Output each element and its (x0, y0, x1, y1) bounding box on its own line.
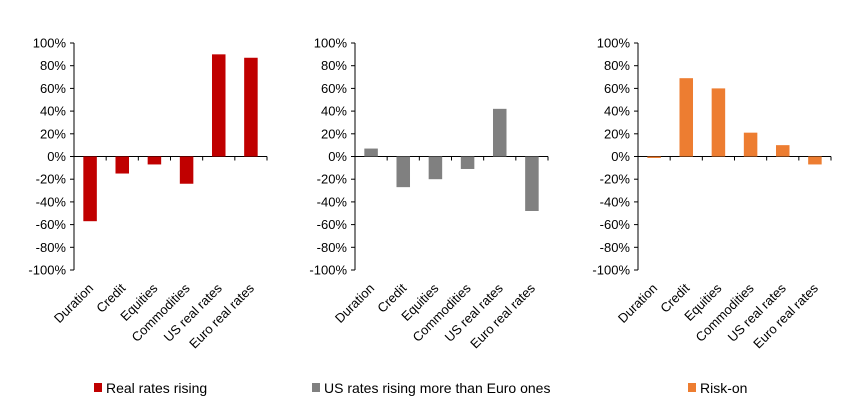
y-tick-label: 0% (328, 149, 347, 164)
y-tick-label: -40% (317, 194, 348, 209)
legend-swatch (94, 383, 102, 392)
bar (775, 145, 790, 157)
bar (83, 156, 97, 222)
bar (179, 156, 194, 184)
y-tick-label: -60% (600, 217, 631, 232)
y-tick-label: -20% (317, 172, 348, 187)
bar (743, 132, 758, 157)
y-tick-label: 20% (604, 126, 630, 141)
y-tick-label: -20% (36, 172, 67, 187)
y-tick-label: -80% (600, 240, 631, 255)
bar (492, 108, 507, 157)
y-tick-label: -60% (317, 217, 348, 232)
y-tick-label: -60% (36, 217, 67, 232)
x-category-label: Duration (332, 281, 377, 326)
bar (428, 156, 443, 180)
y-tick-label: 100% (597, 36, 631, 51)
y-tick-label: -100% (592, 263, 630, 278)
chart-panel-risk-on: 100% 80% 60% 40% 20% 0% -20% -40% -60% -80% -100% D… (592, 36, 832, 351)
y-tick-label: 100% (33, 36, 67, 51)
legend-swatch (312, 383, 320, 392)
y-tick-label: 80% (40, 58, 66, 73)
legend-label: US rates rising more than Euro ones (324, 380, 550, 396)
chart-panel-us-rates-rising: 100% 80% 60% 40% 20% 0% -20% -40% -60% -80% -100% D… (309, 36, 549, 351)
bar (808, 156, 822, 165)
legend-real-rates-rising: Real rates rising (94, 380, 207, 396)
bar (211, 54, 226, 157)
y-tick-label: 20% (321, 126, 347, 141)
x-category-label: Duration (615, 281, 660, 326)
y-tick-label: 60% (604, 81, 630, 96)
y-tick-label: 0% (611, 149, 630, 164)
legend-label: Real rates rising (106, 380, 207, 396)
y-tick-label: 40% (40, 104, 66, 119)
y-tick-label: 40% (321, 104, 347, 119)
y-tick-label: -100% (28, 263, 66, 278)
y-tick-label: 100% (314, 36, 348, 51)
y-tick-label: -20% (600, 172, 631, 187)
y-tick-label: -80% (317, 240, 348, 255)
y-tick-label: -80% (36, 240, 67, 255)
x-category-label: Duration (51, 281, 96, 326)
y-tick-label: -40% (36, 194, 67, 209)
legend-us-rates-rising: US rates rising more than Euro ones (312, 380, 550, 396)
bar (525, 156, 539, 211)
y-tick-label: 80% (321, 58, 347, 73)
legend-label: Risk-on (700, 380, 747, 396)
bar (647, 156, 661, 158)
y-tick-label: 60% (40, 81, 66, 96)
y-tick-label: 40% (604, 104, 630, 119)
bar (244, 57, 258, 157)
y-tick-label: 20% (40, 126, 66, 141)
y-tick-label: 80% (604, 58, 630, 73)
legend-swatch (688, 383, 696, 392)
bar (147, 156, 162, 165)
bar (364, 148, 378, 157)
bar (711, 88, 726, 157)
y-tick-label: 0% (47, 149, 66, 164)
bar (679, 78, 694, 157)
y-tick-label: -40% (600, 194, 631, 209)
y-tick-label: 60% (321, 81, 347, 96)
bar (396, 156, 411, 188)
legend-risk-on: Risk-on (688, 380, 747, 396)
y-tick-label: -100% (309, 263, 347, 278)
bar (460, 156, 475, 169)
bar (115, 156, 130, 174)
chart-panel-real-rates-rising: 100% 80% 60% 40% 20% 0% -20% -40% -60% -80% -100% D… (28, 36, 268, 351)
